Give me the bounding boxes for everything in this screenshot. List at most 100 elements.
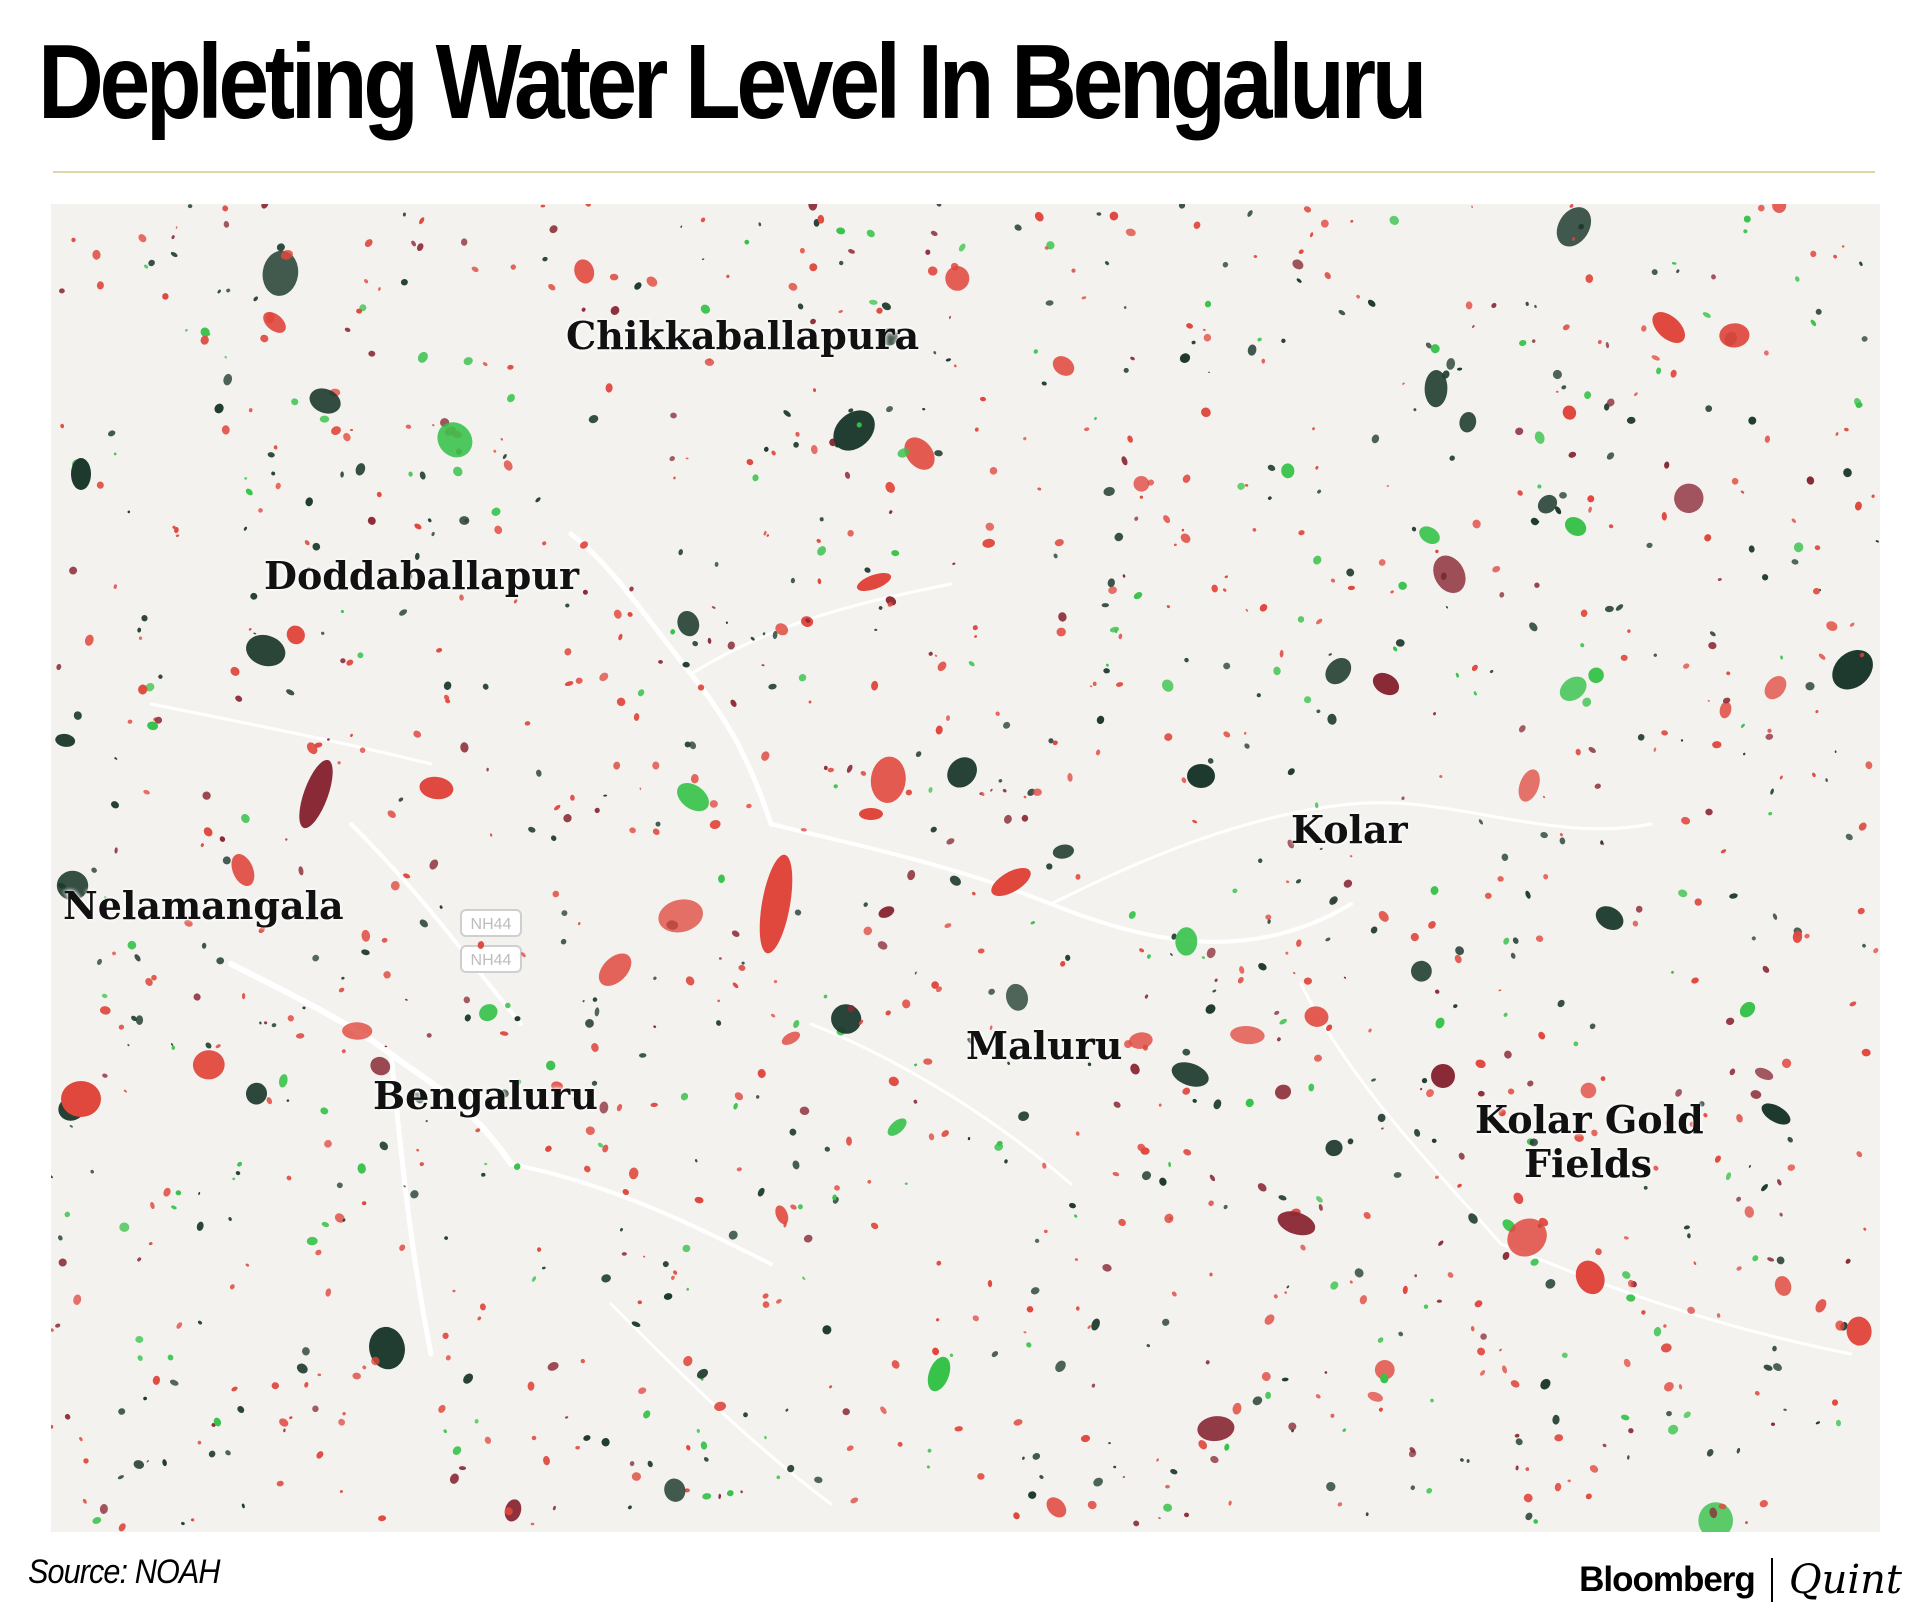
water-body (1736, 1447, 1741, 1454)
water-body (1530, 1258, 1539, 1266)
water-body (885, 1010, 891, 1016)
water-body (1170, 953, 1173, 956)
water-body (1745, 1521, 1748, 1524)
water-body (390, 881, 400, 891)
water-body (357, 1163, 366, 1174)
water-body (1623, 1236, 1629, 1240)
water-body (850, 1497, 859, 1504)
water-body (1244, 484, 1249, 487)
water-body (250, 592, 258, 600)
water-body (271, 1023, 277, 1028)
water-body (823, 994, 828, 999)
water-body (1183, 1149, 1192, 1156)
water-body (1844, 427, 1849, 432)
water-body (928, 787, 933, 793)
water-body (1377, 1337, 1384, 1343)
water-body (1121, 456, 1128, 466)
water-body (1588, 506, 1592, 513)
water-body (1646, 542, 1653, 549)
water-body (228, 1217, 232, 1221)
water-body (1591, 1129, 1598, 1137)
water-body (628, 1167, 639, 1180)
water-body (743, 1412, 748, 1418)
water-body (82, 1498, 87, 1504)
water-body (1414, 1274, 1418, 1278)
water-body (1764, 435, 1771, 443)
water-body (171, 1045, 176, 1050)
water-body (1620, 1414, 1630, 1421)
water-body (1507, 1088, 1515, 1095)
water-body (378, 1515, 387, 1522)
water-body (1325, 657, 1352, 685)
water-body (203, 827, 213, 837)
water-body (320, 1107, 329, 1115)
water-body (484, 1162, 488, 1166)
water-body (1459, 411, 1477, 433)
water-body (502, 454, 507, 459)
water-body (1256, 693, 1261, 698)
water-body (193, 993, 201, 1001)
water-body (339, 1490, 343, 1493)
water-body (726, 1490, 734, 1497)
water-body (601, 1274, 611, 1283)
water-body (1281, 1377, 1289, 1382)
water-body (1324, 828, 1333, 837)
water-body (1762, 965, 1770, 973)
water-body (1568, 451, 1577, 458)
water-body (542, 256, 548, 262)
water-body (1863, 1227, 1867, 1231)
water-body (602, 1144, 609, 1153)
water-body (1567, 1479, 1571, 1483)
water-body (324, 1139, 332, 1148)
water-body (731, 930, 740, 937)
water-body (1743, 215, 1751, 223)
water-body (1770, 788, 1774, 795)
water-body (1555, 390, 1559, 393)
water-body (1053, 553, 1058, 559)
label-nelamangala: Nelamangala (63, 883, 344, 928)
water-body (1046, 241, 1055, 250)
water-body (135, 1015, 144, 1025)
lake (759, 854, 793, 954)
water-body (927, 266, 938, 276)
water-body (419, 1162, 424, 1167)
water-body (599, 672, 609, 682)
water-body (1748, 1164, 1751, 1168)
page-title: Depleting Water Level In Bengaluru (38, 23, 1427, 141)
water-body (1445, 606, 1449, 609)
map-area[interactable]: NH44 NH44 Chikkaballapura Doddaballapur N… (51, 204, 1880, 1532)
water-body (833, 410, 875, 451)
water-body (1411, 960, 1432, 982)
water-body (880, 1406, 887, 1414)
water-body (147, 721, 159, 731)
water-body (1018, 1111, 1030, 1122)
water-body (994, 1143, 1004, 1151)
water-body (878, 605, 883, 610)
water-body (1534, 582, 1540, 588)
water-body (601, 1438, 610, 1447)
water-body (585, 204, 591, 207)
water-body (1004, 1159, 1008, 1164)
water-body (1660, 1343, 1672, 1353)
water-body (683, 1356, 693, 1367)
water-body (357, 652, 364, 659)
water-body (484, 1436, 492, 1444)
water-body (1748, 545, 1755, 553)
water-body (1519, 339, 1527, 347)
water-body (1634, 392, 1638, 397)
water-body (1457, 1183, 1462, 1188)
water-bodies (51, 204, 1880, 1532)
water-body (1668, 1424, 1679, 1435)
water-body (958, 243, 966, 252)
water-body (1374, 1359, 1395, 1380)
water-body (1087, 1325, 1091, 1329)
water-body (686, 1287, 690, 1291)
water-body (51, 1328, 54, 1332)
water-body (1041, 381, 1047, 386)
water-body (404, 571, 413, 580)
water-body (1133, 592, 1143, 600)
water-body (902, 999, 911, 1009)
water-body (1680, 739, 1684, 742)
water-body (1595, 906, 1624, 930)
water-body (1843, 468, 1852, 478)
